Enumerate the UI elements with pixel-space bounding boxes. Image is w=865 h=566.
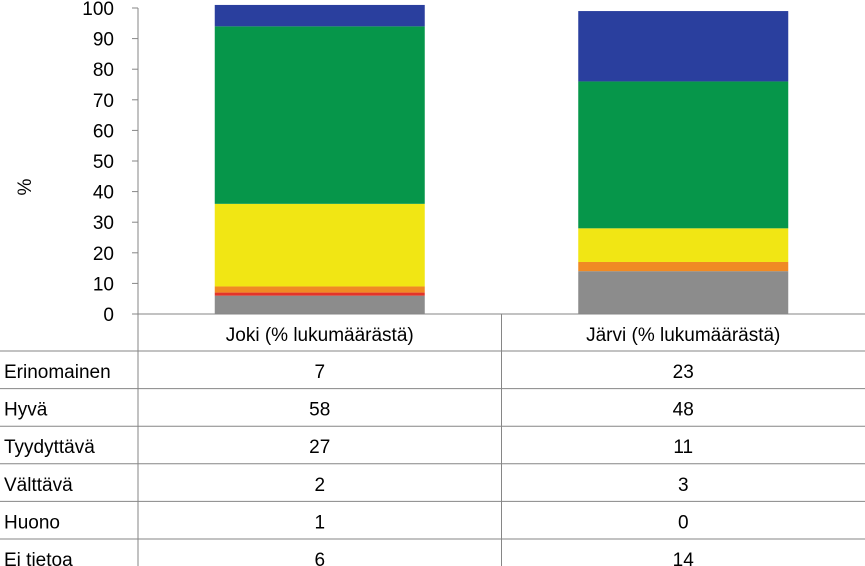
y-tick-label: 70 <box>93 91 114 112</box>
y-tick-label: 10 <box>93 274 114 295</box>
table-cell-value: 2 <box>314 475 325 496</box>
table-cell-value: 6 <box>314 550 325 566</box>
table-row-label: Ei tietoa <box>4 550 73 566</box>
bar-segment-erinomainen <box>578 11 789 82</box>
bar-segment-ei-tietoa <box>578 271 789 314</box>
data-table: Joki (% lukumäärästä) Järvi (% lukumääräs… <box>0 313 865 566</box>
y-axis: 0 10 20 30 40 50 60 70 80 90 100 <box>82 0 139 326</box>
y-axis-label: % <box>15 178 36 195</box>
bars <box>214 4 789 314</box>
table-cell-value: 7 <box>314 362 325 383</box>
table-row-label: Välttävä <box>4 475 73 496</box>
table-row-label: Erinomainen <box>4 362 111 383</box>
table-cell-value: 14 <box>673 550 695 566</box>
y-tick-label: 100 <box>82 0 114 20</box>
y-tick-label: 0 <box>103 305 114 326</box>
table-cell-value: 0 <box>678 512 689 533</box>
bar-segment-hyv- <box>214 26 425 204</box>
bar-segment-huono <box>214 292 425 296</box>
y-tick-label: 40 <box>93 183 114 204</box>
table-row-label: Tyydyttävä <box>4 437 95 458</box>
bar-segment-hyv- <box>578 81 789 229</box>
table-row-label: Hyvä <box>4 400 48 421</box>
y-tick-label: 20 <box>93 244 114 265</box>
table-cell-value: 1 <box>314 512 325 533</box>
table-row-label: Huono <box>4 512 60 533</box>
y-tick-label: 60 <box>93 121 114 142</box>
y-tick-label: 50 <box>93 152 114 173</box>
table-column-header: Joki (% lukumäärästä) <box>226 325 414 346</box>
bar-segment-tyydytt-v- <box>214 203 425 287</box>
y-tick-label: 90 <box>93 30 114 51</box>
bar-segment-ei-tietoa <box>214 295 425 314</box>
bar-segment-erinomainen <box>214 4 425 27</box>
table-cell-value: 23 <box>673 362 694 383</box>
table-cell-value: 3 <box>678 475 689 496</box>
bar-segment-v-ltt-v- <box>578 261 789 272</box>
y-tick-label: 80 <box>93 60 114 81</box>
y-tick-label: 30 <box>93 213 114 234</box>
table-cell-value: 58 <box>309 400 330 421</box>
table-column-header: Järvi (% lukumäärästä) <box>586 325 780 346</box>
table-cell-value: 27 <box>309 437 330 458</box>
table-cell-value: 11 <box>673 437 693 458</box>
bar-segment-v-ltt-v- <box>214 286 425 293</box>
bar-segment-tyydytt-v- <box>578 228 789 262</box>
table-cell-value: 48 <box>673 400 694 421</box>
